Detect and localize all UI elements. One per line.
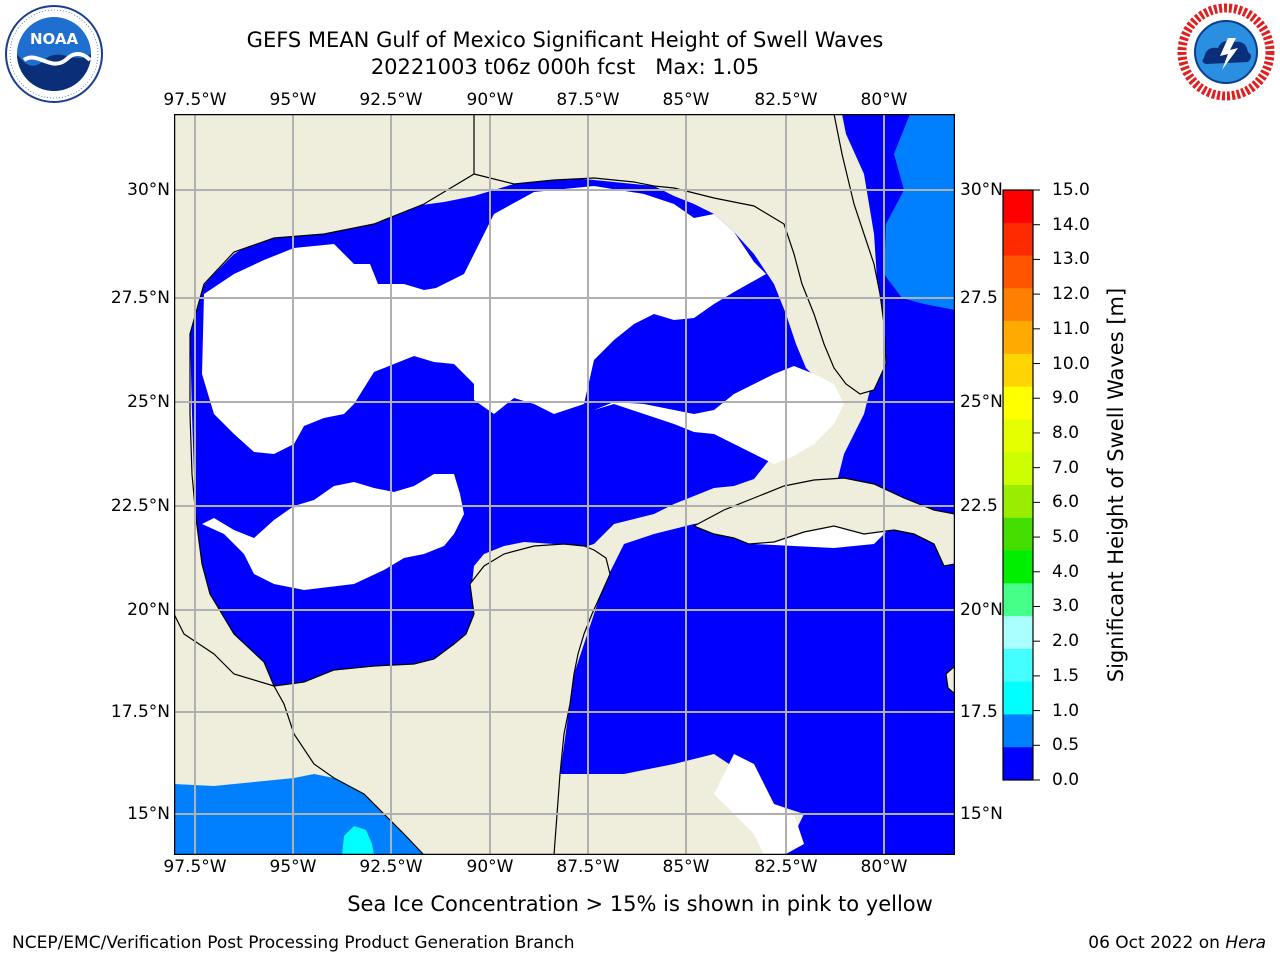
colorbar-segment (1003, 616, 1033, 650)
footer-right: 06 Oct 2022 on Hera (1088, 933, 1266, 953)
colorbar-tick-label: 5.0 (1052, 527, 1080, 548)
lat-label-right: 25°N (960, 392, 1003, 412)
calm-zone-yucatan-east (714, 754, 804, 855)
lon-label-bottom: 95°W (269, 857, 317, 877)
colorbar-segment (1003, 452, 1033, 486)
footer-left: NCEP/EMC/Verification Post Processing Pr… (12, 933, 575, 953)
lon-label-top: 97.5°W (163, 90, 227, 110)
florida-peninsula (174, 114, 887, 395)
colorbar-tick-label: 14.0 (1052, 214, 1090, 235)
colorbar-segment (1003, 419, 1033, 453)
lon-label-top: 95°W (269, 90, 317, 110)
colorbar-tick-label: 8.0 (1052, 422, 1080, 443)
colorbar (1002, 189, 1040, 781)
lat-label-right: 22.5 (960, 496, 998, 516)
colorbar-tick-label: 15.0 (1052, 180, 1090, 200)
lon-label-bottom: 85°W (662, 857, 710, 877)
lat-label-right: 15°N (960, 804, 1003, 824)
colorbar-tick-label: 6.0 (1052, 492, 1080, 513)
sea-ice-note: Sea Ice Concentration > 15% is shown in … (347, 892, 933, 916)
hispaniola-edge (945, 665, 955, 695)
colorbar-segment (1003, 386, 1033, 420)
footer-date: 06 Oct 2022 on (1088, 933, 1226, 953)
atlantic-mid-swell (884, 114, 955, 310)
lat-label-left: 30°N (127, 180, 170, 200)
map-subtitle: 20221003 t06z 000h fcst Max: 1.05 (370, 55, 760, 79)
lat-label-left: 25°N (127, 392, 170, 412)
colorbar-segment (1003, 648, 1033, 683)
colorbar-segment (1003, 255, 1033, 289)
colorbar-tick-label: 9.0 (1052, 388, 1080, 409)
lon-label-top: 92.5°W (359, 90, 423, 110)
map-frame (174, 114, 955, 855)
lon-label-top: 80°W (860, 90, 908, 110)
calm-zone-north (202, 186, 766, 454)
colorbar-segment (1003, 321, 1033, 355)
lon-label-top: 87.5°W (556, 90, 620, 110)
colorbar-tick-label: 4.0 (1052, 561, 1080, 582)
colorbar-segment (1003, 747, 1033, 781)
noaa-logo: NOAA (5, 5, 103, 103)
lon-label-bottom: 97.5°W (163, 857, 227, 877)
lat-label-left: 27.5°N (110, 288, 170, 308)
colorbar-segment (1003, 288, 1033, 322)
colorbar-tick-label: 11.0 (1052, 318, 1090, 339)
lon-label-bottom: 87.5°W (556, 857, 620, 877)
lat-label-left: 22.5°N (110, 496, 170, 516)
lat-label-right: 27.5 (960, 288, 998, 308)
colorbar-tick-label: 2.0 (1052, 631, 1080, 652)
colorbar-tick-label: 1.0 (1052, 700, 1080, 721)
swell-height-map (174, 114, 955, 855)
colorbar-tick-label: 1.5 (1052, 665, 1080, 686)
colorbar-tick-label: 0.0 (1052, 770, 1080, 790)
lon-label-bottom: 90°W (466, 857, 514, 877)
nws-logo (1177, 3, 1275, 101)
lat-label-left: 15°N (127, 804, 170, 824)
lon-label-top: 85°W (662, 90, 710, 110)
lat-label-right: 17.5 (960, 702, 998, 722)
lon-label-bottom: 80°W (860, 857, 908, 877)
lon-label-top: 90°W (466, 90, 514, 110)
colorbar-segment (1003, 517, 1033, 552)
pacific-swell-1m (342, 826, 374, 855)
lon-label-bottom: 92.5°W (359, 857, 423, 877)
yucatan-peninsula (273, 543, 611, 855)
colorbar-segment (1003, 353, 1033, 388)
colorbar-segment (1003, 222, 1033, 257)
colorbar-segment (1003, 714, 1033, 748)
svg-text:NOAA: NOAA (30, 30, 79, 48)
colorbar-tick-label: 10.0 (1052, 353, 1090, 374)
colorbar-label: Significant Height of Swell Waves [m] (1104, 287, 1128, 683)
lat-label-left: 17.5°N (110, 702, 170, 722)
lat-label-right: 30°N (960, 180, 1003, 200)
colorbar-tick-label: 0.5 (1052, 735, 1080, 756)
gridlines (174, 114, 955, 855)
lat-label-left: 20°N (127, 600, 170, 620)
colorbar-segment (1003, 583, 1033, 617)
map-title: GEFS MEAN Gulf of Mexico Significant Hei… (246, 28, 884, 52)
colorbar-tick-label: 12.0 (1052, 284, 1090, 305)
colorbar-segment (1003, 681, 1033, 715)
colorbar-tick-label: 13.0 (1052, 249, 1090, 270)
cuba (692, 477, 955, 567)
colorbar-segment (1003, 485, 1033, 519)
colorbar-segment (1003, 550, 1033, 584)
calm-zone-east (594, 366, 844, 464)
calm-zone-southwest (202, 474, 464, 590)
lat-label-right: 20°N (960, 600, 1003, 620)
colorbar-frame (1002, 189, 1034, 781)
footer-host: Hera (1225, 933, 1266, 953)
colorbar-segment (1003, 190, 1033, 224)
lon-label-bottom: 82.5°W (754, 857, 818, 877)
lon-label-top: 82.5°W (754, 90, 818, 110)
colorbar-tick-label: 7.0 (1052, 457, 1080, 478)
colorbar-tick-label: 3.0 (1052, 596, 1080, 617)
